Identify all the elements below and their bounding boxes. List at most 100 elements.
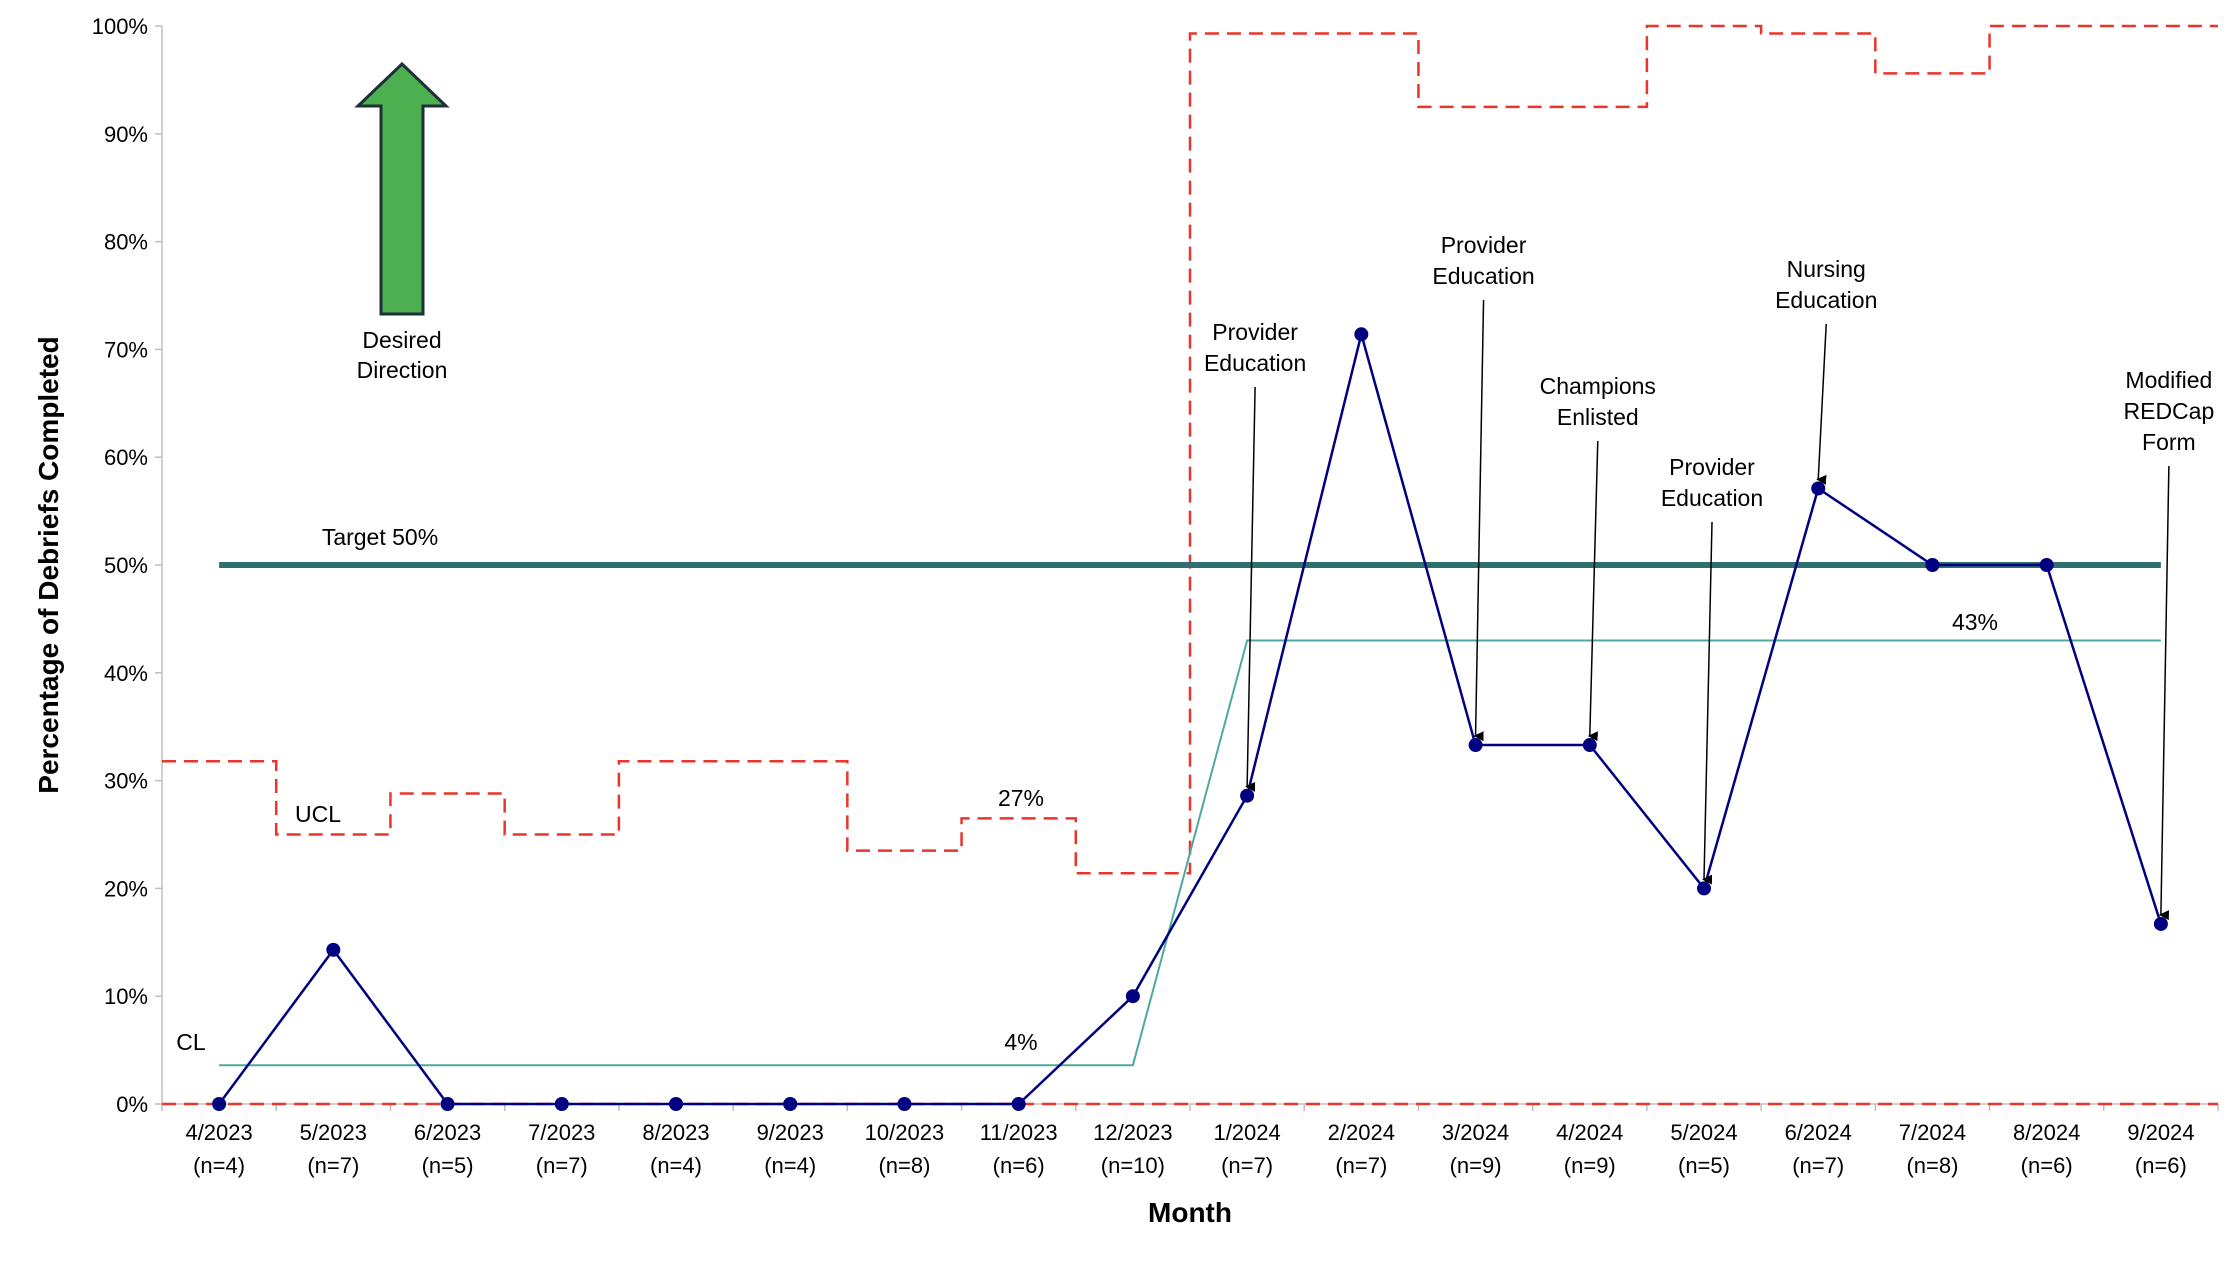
data-point bbox=[1011, 1097, 1026, 1111]
annotation-text: Education bbox=[1432, 263, 1534, 289]
data-point bbox=[554, 1097, 569, 1111]
x-sample-size-label: (n=7) bbox=[1792, 1153, 1844, 1178]
annotation-arrow bbox=[1702, 521, 1713, 885]
x-sample-size-label: (n=9) bbox=[1450, 1153, 1502, 1178]
annotation-text: Enlisted bbox=[1557, 404, 1639, 430]
x-tick-label: 4/2024 bbox=[1556, 1120, 1623, 1145]
y-tick-label: 20% bbox=[104, 876, 148, 901]
x-tick-label: 5/2023 bbox=[300, 1120, 367, 1145]
data-point bbox=[1925, 558, 1940, 572]
annotation-text: Provider bbox=[1669, 454, 1755, 480]
data-point bbox=[669, 1097, 683, 1111]
x-sample-size-label: (n=10) bbox=[1101, 1153, 1165, 1178]
x-tick-label: 8/2023 bbox=[642, 1120, 709, 1145]
x-tick-label: 7/2024 bbox=[1899, 1120, 1966, 1145]
x-tick-label: 6/2024 bbox=[1785, 1120, 1852, 1145]
annotation-arrow bbox=[2158, 465, 2170, 921]
x-sample-size-label: (n=9) bbox=[1564, 1153, 1616, 1178]
x-tick-label: 9/2024 bbox=[2127, 1120, 2194, 1145]
x-tick-label: 6/2023 bbox=[414, 1120, 481, 1145]
annotation-arrow bbox=[1245, 386, 1256, 792]
x-sample-size-label: (n=5) bbox=[422, 1153, 474, 1178]
x-sample-size-label: (n=7) bbox=[307, 1153, 359, 1178]
data-point bbox=[1697, 881, 1711, 896]
ucl-value-label: 27% bbox=[998, 785, 1044, 811]
x-sample-size-label: (n=5) bbox=[1678, 1153, 1730, 1178]
data-point bbox=[783, 1097, 798, 1111]
y-tick-label: 70% bbox=[104, 337, 148, 362]
x-sample-size-label: (n=8) bbox=[1906, 1153, 1958, 1178]
ucl-label: UCL bbox=[295, 801, 341, 827]
x-sample-size-label: (n=7) bbox=[1335, 1153, 1387, 1178]
cl-value-label: 4% bbox=[1004, 1029, 1037, 1055]
x-tick-label: 1/2024 bbox=[1213, 1120, 1280, 1145]
data-point bbox=[212, 1097, 227, 1111]
x-tick-label: 5/2024 bbox=[1670, 1120, 1737, 1145]
x-tick-label: 11/2023 bbox=[980, 1120, 1058, 1145]
data-point bbox=[2153, 916, 2168, 931]
y-tick-label: 80% bbox=[104, 230, 148, 255]
data-point bbox=[1240, 788, 1255, 803]
x-axis-title: Month bbox=[1148, 1197, 1232, 1228]
annotation-text: Modified bbox=[2125, 367, 2212, 393]
desired-direction-label: Direction bbox=[357, 357, 448, 383]
x-tick-label: 10/2023 bbox=[865, 1120, 945, 1145]
desired-direction-label: Desired bbox=[362, 327, 441, 353]
y-tick-label: 60% bbox=[104, 445, 148, 470]
x-sample-size-label: (n=6) bbox=[993, 1153, 1045, 1178]
annotation-text: Nursing bbox=[1787, 256, 1866, 282]
target-label: Target 50% bbox=[322, 524, 438, 550]
x-sample-size-label: (n=4) bbox=[193, 1153, 245, 1178]
data-point bbox=[440, 1097, 455, 1111]
cl-value-label: 43% bbox=[1952, 609, 1998, 635]
data-point bbox=[326, 942, 341, 957]
x-sample-size-label: (n=4) bbox=[650, 1153, 702, 1178]
data-point bbox=[1582, 738, 1597, 753]
x-sample-size-label: (n=6) bbox=[2021, 1153, 2073, 1178]
y-tick-label: 10% bbox=[104, 984, 148, 1009]
annotation-text: Provider bbox=[1441, 232, 1527, 258]
desired-direction-arrow-icon bbox=[354, 61, 450, 316]
x-tick-label: 3/2024 bbox=[1442, 1120, 1509, 1145]
x-sample-size-label: (n=8) bbox=[878, 1153, 930, 1178]
y-tick-label: 30% bbox=[104, 769, 148, 794]
data-point bbox=[1811, 481, 1826, 496]
data-point bbox=[897, 1097, 912, 1111]
y-axis-title: Percentage of Debriefs Completed bbox=[33, 336, 64, 793]
data-point bbox=[1468, 738, 1483, 753]
x-tick-label: 7/2023 bbox=[528, 1120, 595, 1145]
x-tick-label: 9/2023 bbox=[757, 1120, 824, 1145]
ucl-line bbox=[162, 24, 2218, 875]
x-sample-size-label: (n=7) bbox=[536, 1153, 588, 1178]
annotation-text: Champions bbox=[1540, 373, 1656, 399]
y-tick-label: 100% bbox=[92, 14, 148, 39]
center-line bbox=[219, 639, 2161, 1067]
annotation-arrow bbox=[1473, 299, 1485, 742]
annotation-text: Provider bbox=[1212, 319, 1298, 345]
annotation-text: Education bbox=[1661, 485, 1763, 511]
x-sample-size-label: (n=7) bbox=[1221, 1153, 1273, 1178]
x-sample-size-label: (n=6) bbox=[2135, 1153, 2187, 1178]
annotation-text: REDCap bbox=[2124, 398, 2215, 424]
data-point bbox=[1354, 327, 1369, 342]
data-point bbox=[2039, 558, 2054, 572]
x-tick-label: 4/2023 bbox=[185, 1120, 252, 1145]
y-tick-label: 0% bbox=[116, 1092, 148, 1117]
data-point bbox=[1125, 989, 1140, 1004]
annotation-text: Education bbox=[1775, 287, 1877, 313]
annotation-arrow bbox=[1816, 323, 1827, 485]
annotation-text: Education bbox=[1204, 350, 1306, 376]
y-tick-label: 90% bbox=[104, 122, 148, 147]
data-line bbox=[218, 329, 2163, 1106]
annotation-text: Form bbox=[2142, 429, 2196, 455]
x-tick-label: 12/2023 bbox=[1093, 1120, 1173, 1145]
x-tick-label: 2/2024 bbox=[1328, 1120, 1395, 1145]
x-sample-size-label: (n=4) bbox=[764, 1153, 816, 1178]
y-tick-label: 50% bbox=[104, 553, 148, 578]
x-tick-label: 8/2024 bbox=[2013, 1120, 2080, 1145]
cl-label: CL bbox=[176, 1029, 206, 1055]
y-tick-label: 40% bbox=[104, 661, 148, 686]
annotation-arrow bbox=[1587, 440, 1599, 742]
